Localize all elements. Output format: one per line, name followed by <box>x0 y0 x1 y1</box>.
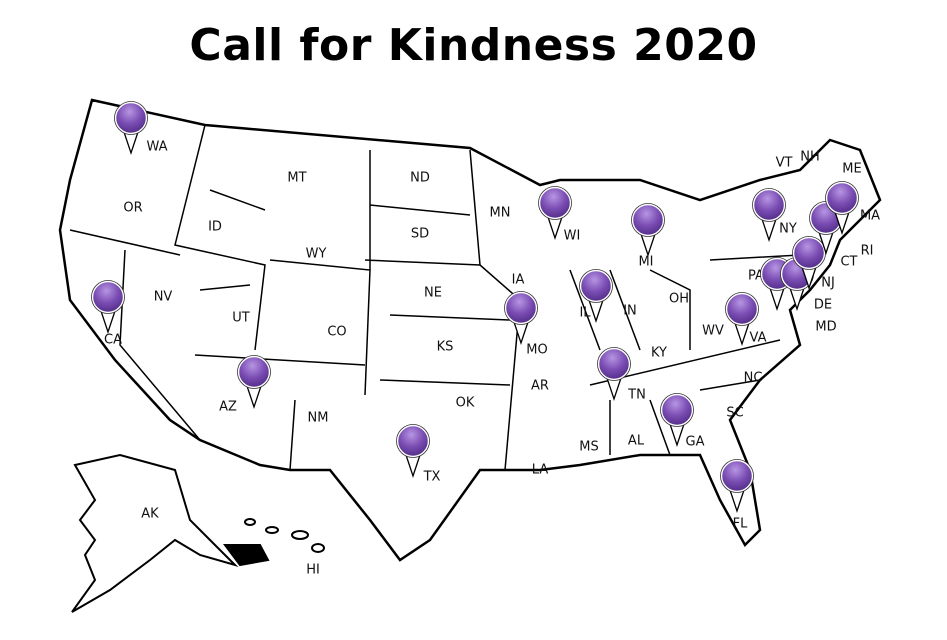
page-title: Call for Kindness 2020 <box>189 20 758 71</box>
state-label-tx: TX <box>423 469 441 485</box>
state-label-mi: MI <box>638 254 654 270</box>
map-pin-mi[interactable] <box>631 203 665 259</box>
state-label-nm: NM <box>307 410 329 426</box>
state-label-co: CO <box>327 324 347 340</box>
map-pin-icon <box>504 291 538 346</box>
state-label-hi: HI <box>306 562 320 578</box>
map-pin-icon <box>579 269 613 324</box>
map-pin-ca[interactable] <box>91 280 125 336</box>
map-pin-icon <box>752 188 786 243</box>
state-label-nc: NC <box>743 370 763 386</box>
map-pin-ga[interactable] <box>660 393 694 449</box>
state-label-va: VA <box>749 330 767 346</box>
lower-48-outline <box>58 98 882 562</box>
state-label-me: ME <box>842 161 862 177</box>
state-label-ky: KY <box>650 345 668 361</box>
map-pin-icon <box>597 347 631 402</box>
map-pin-il[interactable] <box>579 269 613 325</box>
state-label-wy: WY <box>305 246 327 262</box>
map-pin-va[interactable] <box>725 292 759 348</box>
state-label-ms: MS <box>579 439 599 455</box>
map-pin-tn[interactable] <box>597 347 631 403</box>
state-label-or: OR <box>123 200 143 216</box>
state-label-ok: OK <box>455 395 475 411</box>
state-label-ny: NY <box>779 221 797 237</box>
state-label-ar: AR <box>531 378 549 394</box>
state-label-ak: AK <box>141 506 159 522</box>
alaska-outline <box>71 453 239 613</box>
state-label-wv: WV <box>702 323 724 339</box>
map-pin-icon <box>720 459 754 514</box>
map-pin-me[interactable] <box>825 181 859 237</box>
state-label-ga: GA <box>685 434 705 450</box>
map-pin-icon <box>631 203 665 258</box>
state-label-mn: MN <box>489 205 511 221</box>
map-pin-az[interactable] <box>237 355 271 411</box>
state-label-ia: IA <box>511 272 525 288</box>
state-label-ca: CA <box>104 332 122 348</box>
map-pin-icon <box>725 292 759 347</box>
state-label-tn: TN <box>628 387 646 403</box>
state-label-md: MD <box>815 319 837 335</box>
state-label-nj: NJ <box>821 275 835 291</box>
map-pin-icon <box>237 355 271 410</box>
state-label-de: DE <box>813 297 833 313</box>
state-label-ct: CT <box>840 254 858 270</box>
map-pin-icon <box>538 186 572 241</box>
state-label-ne: NE <box>424 285 442 301</box>
map-pin-wi[interactable] <box>538 186 572 242</box>
map-pin-icon <box>114 101 148 156</box>
state-label-ri: RI <box>860 243 874 259</box>
map-pin-icon <box>792 236 826 291</box>
state-label-mt: MT <box>287 170 307 186</box>
state-label-nh: NH <box>800 149 820 165</box>
state-label-ma: MA <box>859 208 881 224</box>
state-label-sd: SD <box>410 226 430 242</box>
state-label-oh: OH <box>668 291 690 307</box>
state-label-sc: SC <box>726 405 744 421</box>
state-label-nd: ND <box>410 170 430 186</box>
state-label-wa: WA <box>146 139 168 155</box>
state-label-vt: VT <box>775 155 793 171</box>
state-label-ut: UT <box>232 310 250 326</box>
state-label-in: IN <box>623 303 637 319</box>
map-pin-wa[interactable] <box>114 101 148 157</box>
state-label-pa: PA <box>748 268 764 284</box>
state-label-nv: NV <box>153 289 173 305</box>
state-label-fl: FL <box>732 516 748 532</box>
map-pin-fl[interactable] <box>720 459 754 515</box>
map-pin-ct[interactable] <box>792 236 826 292</box>
hawaii-islands <box>223 518 325 567</box>
state-label-il: IL <box>579 305 591 321</box>
map-pin-icon <box>396 424 430 479</box>
state-label-ks: KS <box>436 339 454 355</box>
map-pin-icon <box>660 393 694 448</box>
state-label-az: AZ <box>219 399 237 415</box>
state-label-id: ID <box>208 219 222 235</box>
map-pin-icon <box>91 280 125 335</box>
state-label-mo: MO <box>526 342 548 358</box>
state-label-la: LA <box>531 462 549 478</box>
state-label-al: AL <box>627 433 645 449</box>
map-pin-mo[interactable] <box>504 291 538 347</box>
map-pin-tx[interactable] <box>396 424 430 480</box>
map-pin-icon <box>825 181 859 236</box>
state-borders <box>69 124 801 471</box>
map-pin-ny[interactable] <box>752 188 786 244</box>
state-label-wi: WI <box>563 228 581 244</box>
